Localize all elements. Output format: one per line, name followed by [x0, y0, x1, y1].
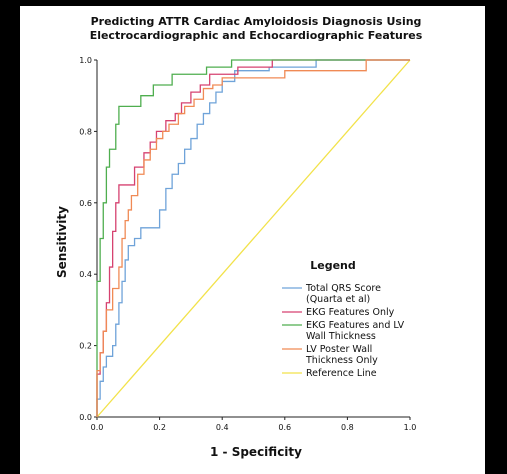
y-tick-label: 0.8: [79, 127, 92, 136]
legend-label-lv: Thickness Only: [305, 355, 378, 366]
legend-label-qrs: (Quarta et al): [306, 294, 370, 305]
x-axis-label: 1 - Specificity: [210, 445, 302, 459]
x-tick-label: 0.4: [216, 423, 229, 432]
x-tick-label: 0.6: [278, 423, 291, 432]
y-tick-label: 0.2: [79, 342, 92, 351]
legend-label-qrs: Total QRS Score: [305, 283, 381, 294]
y-tick-label: 1.0: [79, 56, 92, 65]
chart-panel: Predicting ATTR Cardiac Amyloidosis Diag…: [20, 6, 485, 474]
y-tick-label: 0.4: [79, 270, 92, 279]
y-tick-label: 0.0: [79, 413, 92, 422]
ticks: 0.0 0.2 0.4 0.6 0.8 1.0 0.0 0.2 0.4 0.6 0.8 1.0: [79, 56, 416, 432]
series-line-ekg_lv: [96, 59, 410, 417]
x-tick-label: 1.0: [404, 423, 417, 432]
legend-label-ekg: EKG Features Only: [306, 307, 395, 318]
series-line-lv: [96, 59, 410, 417]
legend-label-ekg_lv: EKG Features and LV: [306, 320, 405, 331]
legend-title: Legend: [310, 259, 356, 272]
roc-chart: Predicting ATTR Cardiac Amyloidosis Diag…: [55, 15, 423, 459]
series-line-qrs: [96, 59, 410, 417]
x-tick-label: 0.0: [91, 423, 104, 432]
legend: Legend Total QRS Score(Quarta et al) EKG …: [282, 259, 405, 379]
y-tick-label: 0.6: [79, 199, 92, 208]
chart-title-line-2: Electrocardiographic and Echocardiograph…: [90, 29, 423, 42]
series-group: [96, 59, 411, 418]
legend-label-ekg_lv: Wall Thickness: [306, 331, 376, 342]
legend-label-lv: LV Poster Wall: [306, 344, 372, 355]
y-axis-label: Sensitivity: [55, 206, 69, 278]
x-tick-label: 0.2: [153, 423, 166, 432]
series-line-reference: [96, 59, 411, 418]
x-tick-label: 0.8: [341, 423, 354, 432]
chart-title: Predicting ATTR Cardiac Amyloidosis Diag…: [90, 15, 423, 42]
legend-label-reference: Reference Line: [306, 368, 377, 379]
chart-title-line-1: Predicting ATTR Cardiac Amyloidosis Diag…: [91, 15, 422, 28]
